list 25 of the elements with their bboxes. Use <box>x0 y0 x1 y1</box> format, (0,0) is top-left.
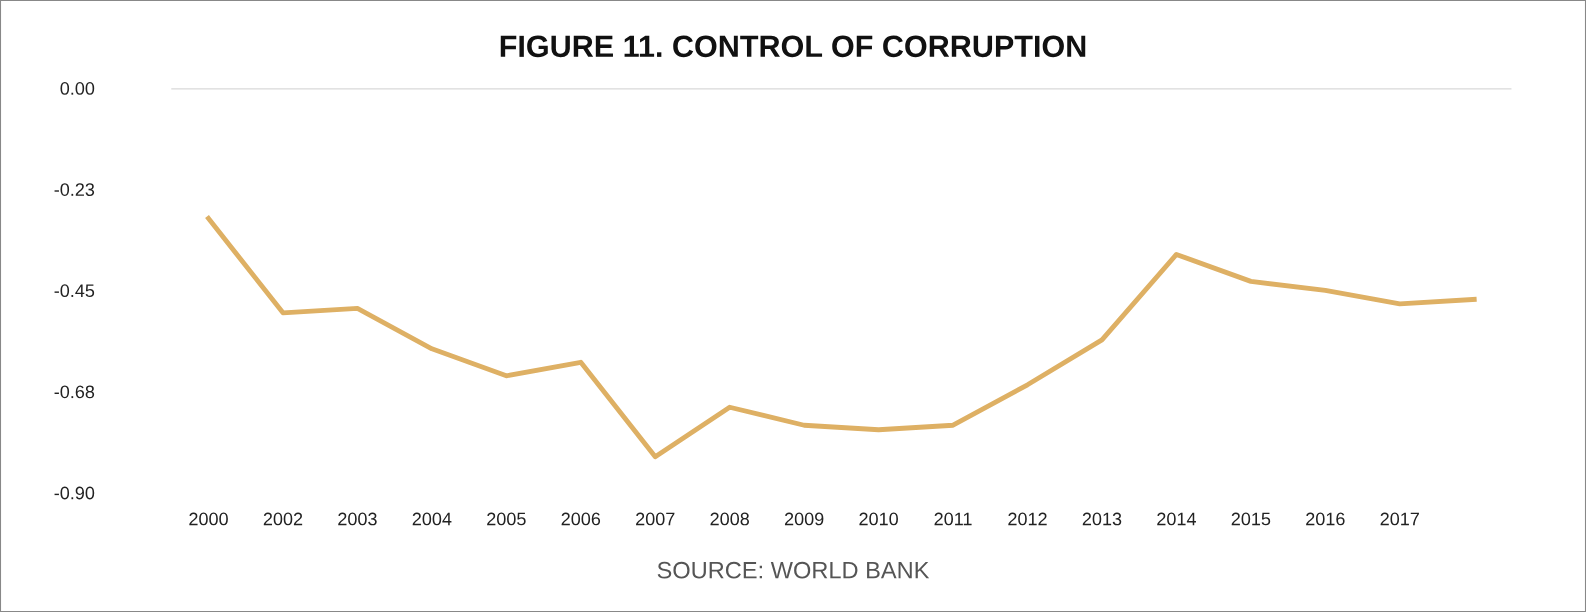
x-tick-label: 2002 <box>263 512 303 526</box>
source-note: SOURCE: WORLD BANK <box>657 561 930 579</box>
y-tick-label: 0.00 <box>60 82 95 95</box>
x-tick-label: 2011 <box>934 512 972 526</box>
y-tick-label: -0.68 <box>54 385 95 399</box>
x-tick-label: 2008 <box>710 512 749 526</box>
x-tick-label: 2017 <box>1380 512 1419 526</box>
x-tick-label: 2014 <box>1157 512 1196 526</box>
x-tick-label: 2007 <box>636 512 675 526</box>
x-tick-label: 2012 <box>1008 512 1047 526</box>
x-tick-label: 2003 <box>338 512 377 526</box>
x-tick-label: 2013 <box>1082 512 1122 526</box>
chart-title: FIGURE 11. CONTROL OF CORRUPTION <box>500 35 1086 58</box>
x-tick-label: 2005 <box>487 512 526 526</box>
y-tick-label: -0.45 <box>54 284 95 298</box>
y-tick-label: -0.23 <box>54 183 95 196</box>
x-tick-label: 2016 <box>1306 512 1345 526</box>
x-tick-label: 2000 <box>189 512 228 526</box>
line-series <box>206 216 1477 460</box>
x-tick-label: 2004 <box>412 512 452 526</box>
x-tick-label: 2006 <box>561 512 601 526</box>
y-tick-label: -0.90 <box>54 486 95 500</box>
x-tick-label: 2009 <box>784 512 824 526</box>
x-tick-label: 2010 <box>859 512 898 526</box>
x-tick-label: 2015 <box>1231 512 1271 526</box>
